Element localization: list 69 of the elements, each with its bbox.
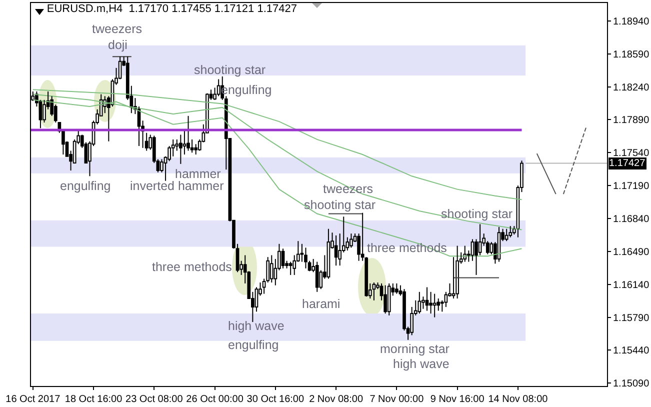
ref-line-label: 1.17427 (609, 158, 646, 169)
candlestick (171, 138, 175, 157)
candlestick (292, 254, 296, 276)
x-tick-label: 7 Nov 00:00 (370, 394, 424, 405)
candlestick (186, 115, 190, 152)
y-tick-label: 1.17890 (613, 115, 650, 126)
candlestick (444, 291, 448, 308)
annotation: shooting star (194, 63, 266, 77)
y-tick-label: 1.15440 (613, 346, 650, 357)
y-tick-label: 1.15090 (613, 378, 650, 390)
candlestick (338, 233, 342, 266)
candlestick (300, 243, 304, 262)
annotation: engulfing (60, 179, 111, 193)
candlestick (304, 247, 308, 269)
annotation: shooting star (441, 207, 513, 221)
candlestick (175, 138, 179, 152)
annotation: high wave (393, 357, 450, 371)
candlestick (478, 224, 482, 256)
x-tick-label: 9 Nov 16:00 (430, 394, 485, 405)
annotation: morning star (380, 342, 450, 356)
candlestick (213, 87, 216, 100)
y-tick-label: 1.17190 (613, 181, 650, 192)
candlestick (182, 130, 186, 156)
candlestick (266, 256, 270, 283)
candlestick (402, 288, 406, 331)
x-tick-label: 23 Oct 08:00 (126, 394, 184, 405)
candlestick (270, 254, 274, 283)
candlestick (168, 146, 171, 162)
annotation: engulfing (228, 338, 279, 352)
x-tick-label: 16 Oct 2017 (6, 394, 61, 405)
annotation: high wave (228, 319, 284, 333)
candlestick (429, 291, 432, 314)
candlestick (190, 138, 194, 154)
candlestick (179, 134, 182, 164)
candlestick (254, 286, 258, 312)
annotation: harami (302, 297, 340, 311)
candlestick (432, 293, 436, 318)
y-tick-label: 1.17540 (613, 148, 650, 160)
x-tick-label: 30 Oct 16:00 (246, 394, 304, 405)
annotation: tweezers (92, 22, 142, 36)
y-tick-label: 1.16490 (613, 246, 650, 258)
candlestick (315, 261, 319, 292)
annotation: shooting star (304, 198, 376, 212)
candlestick (194, 144, 198, 156)
candlestick (387, 282, 391, 316)
chart-title: EURUSD.m,H4 1.17170 1.17455 1.17121 1.17427 (46, 2, 297, 15)
y-tick-label: 1.16140 (613, 280, 650, 291)
y-tick-label: 1.16840 (613, 214, 650, 225)
candlestick (504, 228, 508, 242)
y-tick-label: 1.18940 (613, 16, 650, 28)
candlestick (410, 306, 414, 336)
annotation: three methods (152, 260, 232, 274)
candlestick (508, 226, 512, 238)
candlestick (395, 282, 398, 294)
annotation: hammer (175, 167, 221, 181)
candlestick (144, 132, 148, 152)
annotation: inverted hammer (130, 179, 224, 193)
y-tick-label: 1.15790 (613, 312, 650, 324)
candlestick (364, 256, 368, 298)
y-tick-label: 1.18240 (613, 82, 650, 94)
x-tick-label: 18 Oct 16:00 (64, 394, 123, 405)
x-tick-label: 26 Oct 00:00 (186, 394, 244, 405)
y-tick-label: 1.18590 (613, 49, 650, 60)
annotation: doji (108, 38, 128, 52)
candlestick (486, 240, 490, 255)
x-tick-label: 2 Nov 08:00 (309, 394, 364, 405)
candlestick (384, 284, 387, 314)
x-tick-label: 14 Nov 08:00 (488, 394, 548, 405)
candlestick (456, 245, 459, 299)
